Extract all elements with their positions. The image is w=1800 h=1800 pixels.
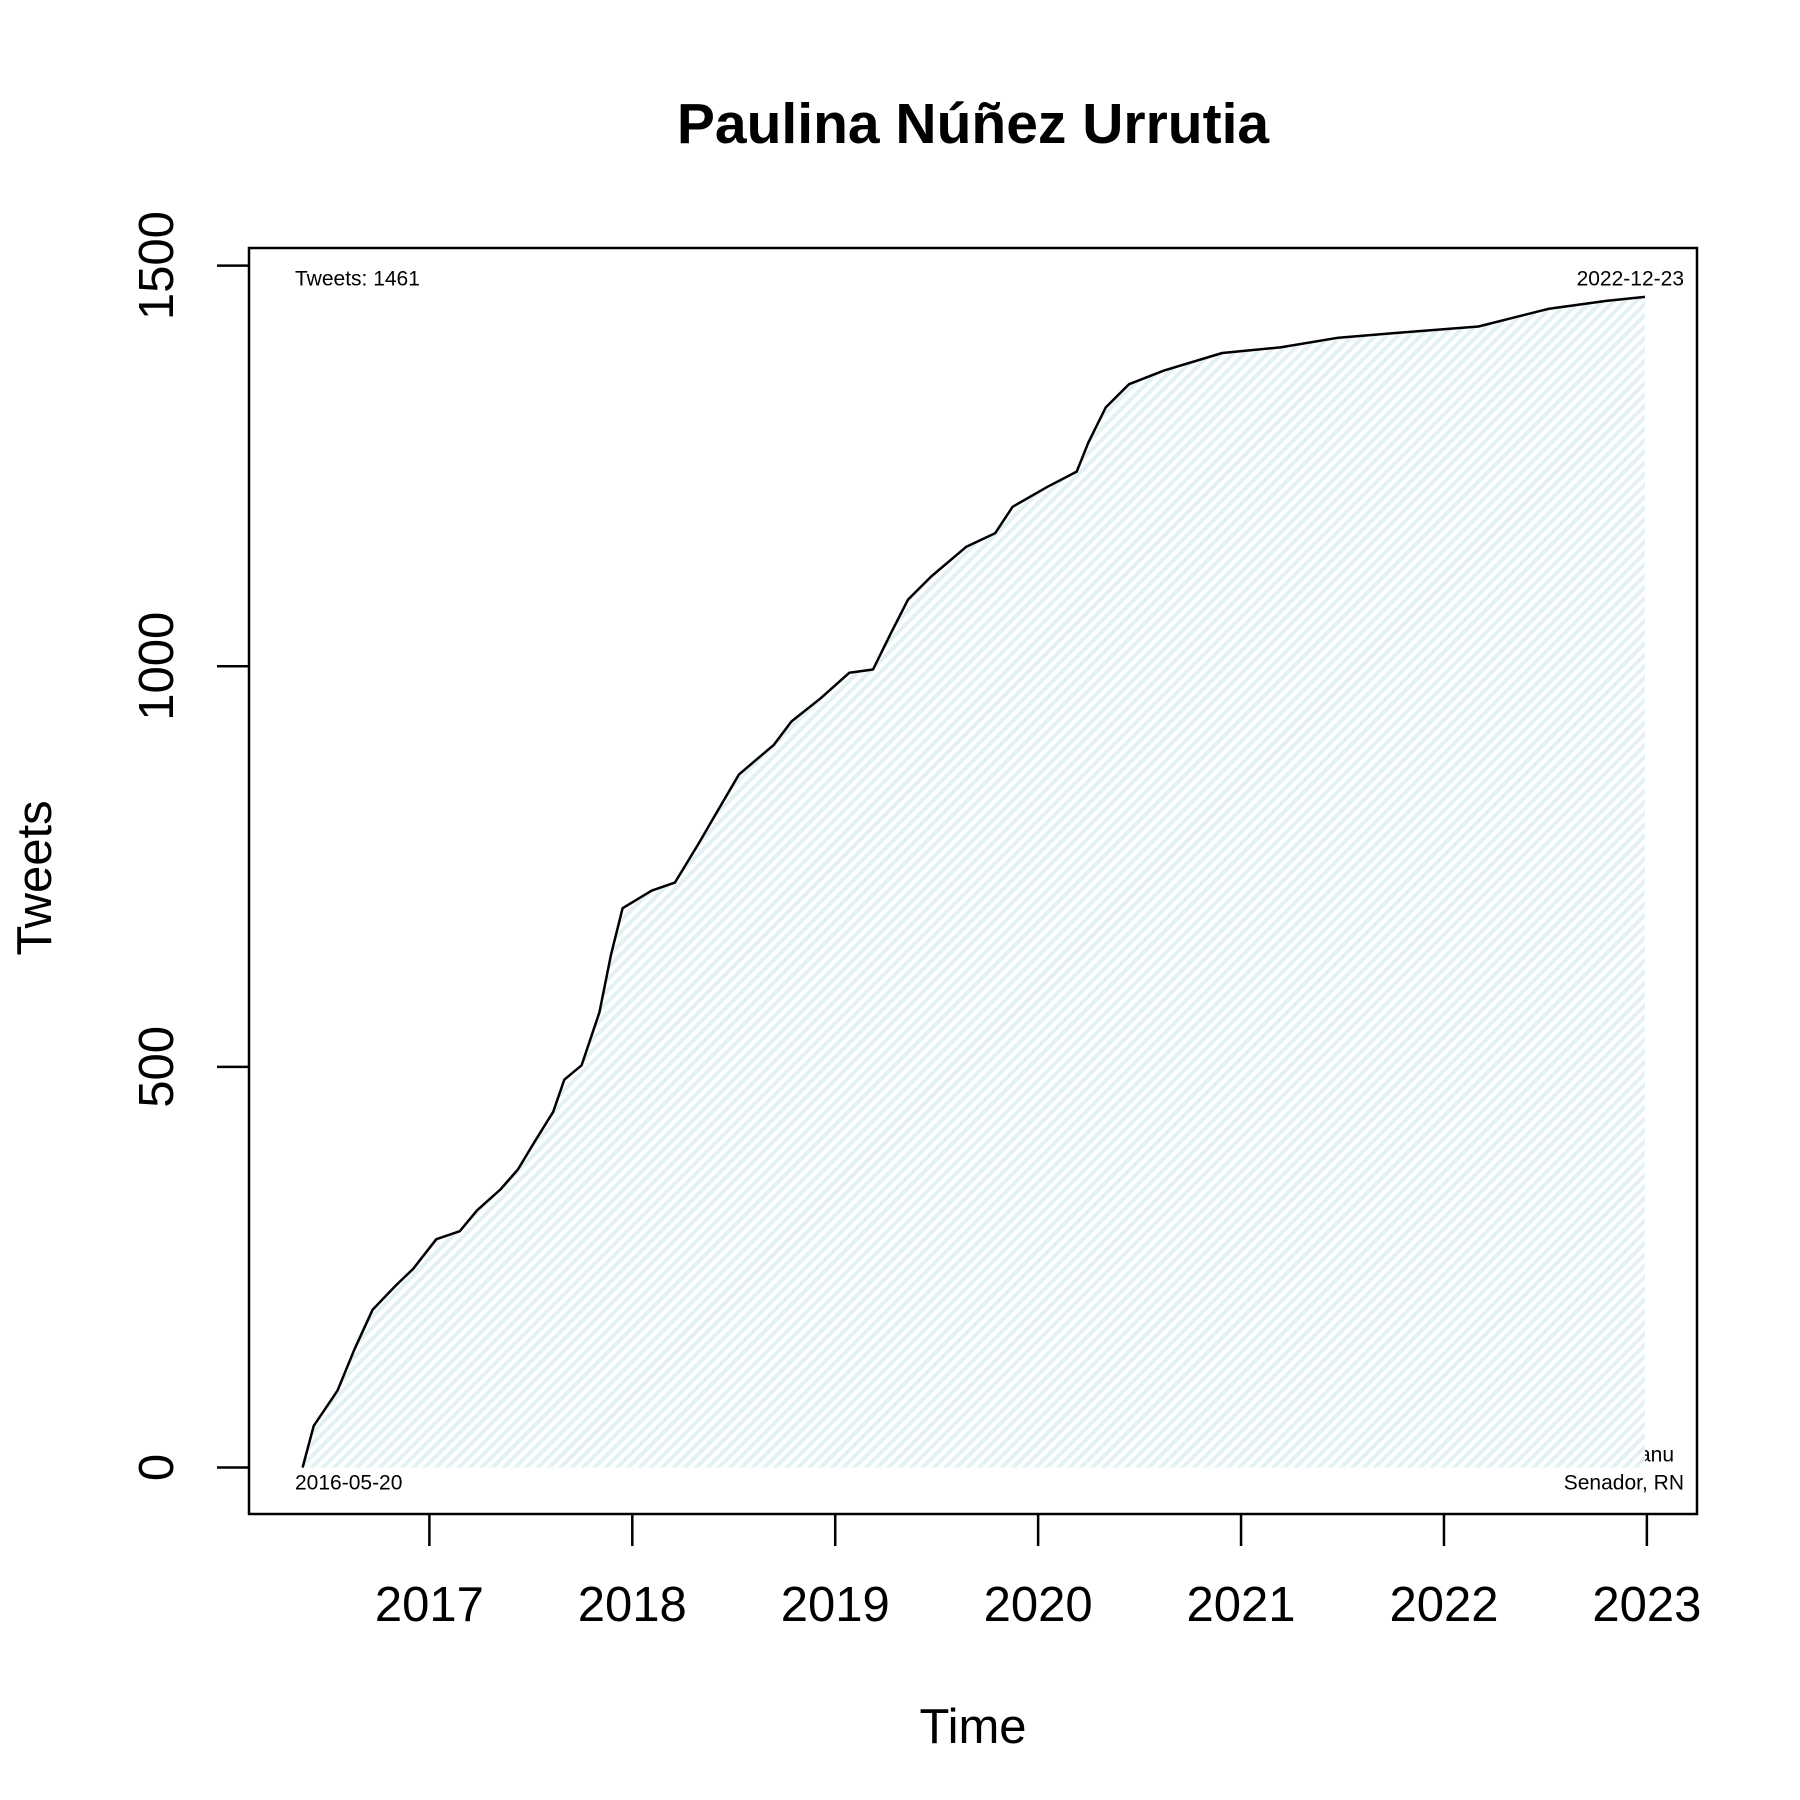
y-axis-label: Tweets [8,800,62,955]
annotation: Tweets: 1461 [295,268,420,291]
annotation: Senador, RN [1564,1472,1684,1495]
y-tick-label: 0 [130,1454,184,1481]
x-tick-label: 2018 [578,1578,687,1632]
line [301,295,1646,1468]
area [302,296,1645,1468]
x-axis-label: Time [919,1700,1026,1754]
chart-title: Paulina Núñez Urrutia [677,92,1271,156]
y-tick-label: 1500 [130,211,184,320]
y-tick-label: 1000 [130,612,184,721]
plot-frame [247,246,1699,1516]
annotation: 2016-05-20 [295,1472,402,1495]
x-tick-label: 2020 [984,1578,1093,1632]
x-tick-label: 2021 [1187,1578,1296,1632]
x-tick-label: 2023 [1592,1578,1701,1632]
x-tick-label: 2022 [1389,1578,1498,1632]
x-tick-label: 2019 [781,1578,890,1632]
x-tick-label: 2017 [375,1578,484,1632]
y-tick-label: 500 [130,1026,184,1108]
annotation: 2022-12-23 [1577,268,1684,291]
